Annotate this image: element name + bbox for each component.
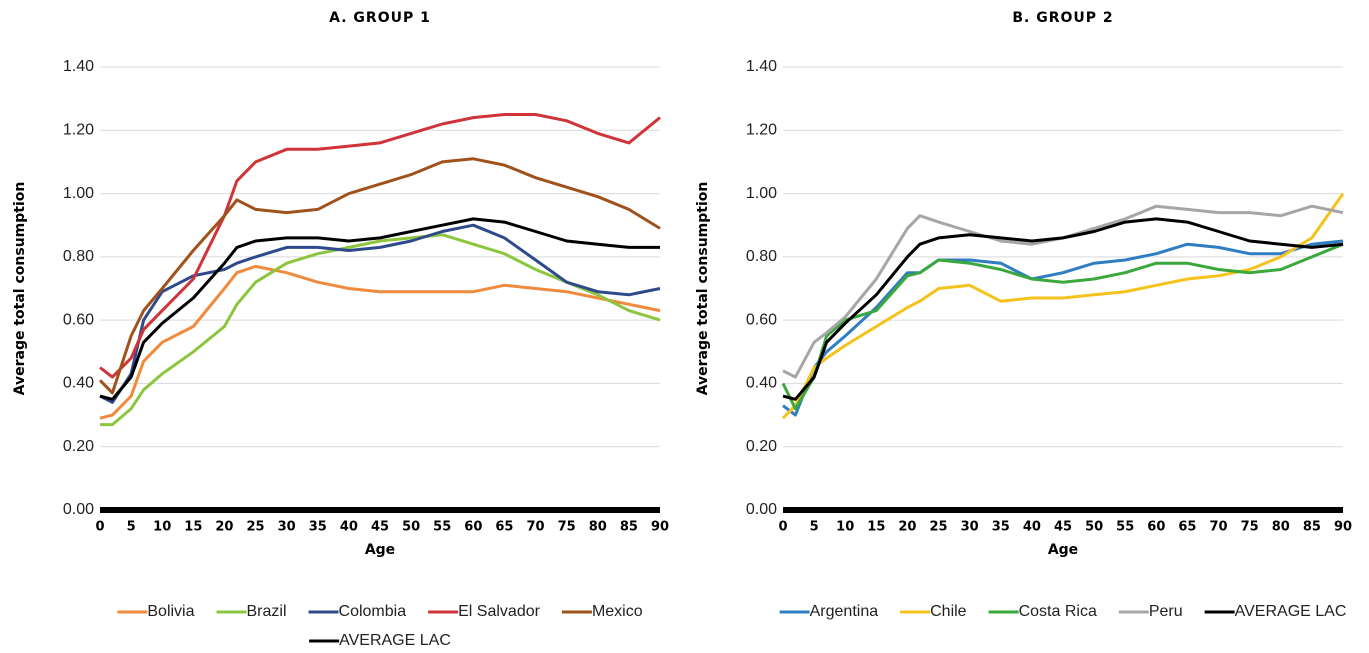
legend-item: El Salvador — [428, 603, 541, 620]
y-axis-label: Average total consumption — [695, 182, 711, 396]
legend-item: Costa Rica — [988, 603, 1097, 620]
x-tick-label: 15 — [184, 520, 202, 535]
line-series — [781, 192, 1345, 420]
x-tick-label: 25 — [247, 520, 265, 535]
x-tick-label: 40 — [340, 520, 358, 535]
x-tick-label: 40 — [1023, 520, 1041, 535]
y-tick-label: 0.80 — [746, 248, 777, 265]
x-tick-label: 50 — [1085, 520, 1103, 535]
legend-item: Peru — [1118, 603, 1183, 620]
line-series — [99, 217, 660, 401]
x-axis-label: Age — [1048, 542, 1078, 558]
legend-item: Brazil — [216, 603, 287, 620]
y-tick-label: 1.20 — [746, 122, 777, 139]
x-tick-label: 85 — [620, 520, 638, 535]
legend-item: Bolivia — [117, 603, 195, 620]
x-tick-label: 60 — [1147, 520, 1165, 535]
x-axis-label: Age — [365, 542, 395, 558]
legend-item: Mexico — [561, 603, 643, 620]
x-tick-label: 30 — [961, 520, 979, 535]
legend-label: AVERAGE LAC — [1235, 603, 1347, 620]
x-tick-label: 65 — [495, 520, 513, 535]
x-tick-label: 15 — [867, 520, 885, 535]
x-tick-label: 20 — [898, 520, 916, 535]
x-tick-label: 75 — [1241, 520, 1259, 535]
line-series — [98, 157, 661, 395]
x-tick-label: 50 — [402, 520, 420, 535]
y-tick-label: 1.40 — [63, 58, 94, 75]
legend-item: Chile — [900, 603, 967, 620]
x-tick-label: 0 — [778, 520, 787, 535]
x-tick-label: 70 — [527, 520, 545, 535]
y-tick-label: 0.60 — [63, 311, 94, 328]
y-tick-label: 0.60 — [746, 311, 777, 328]
chart-title: B. GROUP 2 — [1012, 10, 1113, 26]
legend-label: Brazil — [247, 603, 287, 620]
y-tick-label: 1.00 — [63, 185, 94, 202]
line-series — [100, 233, 661, 427]
y-tick-label: 0.20 — [63, 438, 94, 455]
x-tick-label: 10 — [836, 520, 854, 535]
line-series — [782, 217, 1344, 401]
legend-item: Colombia — [308, 603, 407, 620]
legend-item: AVERAGE LAC — [1204, 603, 1347, 620]
y-tick-label: 1.00 — [746, 185, 777, 202]
x-tick-label: 30 — [278, 520, 296, 535]
x-tick-label: 85 — [1303, 520, 1321, 535]
legend-label: Argentina — [810, 603, 879, 620]
legend-label: Mexico — [592, 603, 643, 620]
y-tick-label: 1.40 — [746, 58, 777, 75]
x-tick-label: 90 — [651, 520, 669, 535]
legend-label: Chile — [930, 603, 967, 620]
x-tick-label: 55 — [1116, 520, 1134, 535]
x-tick-label: 90 — [1334, 520, 1352, 535]
legend-item: Argentina — [779, 603, 879, 620]
y-axis-label: Average total consumption — [12, 182, 28, 396]
legend-label: Colombia — [339, 603, 407, 620]
y-tick-label: 0.20 — [746, 438, 777, 455]
x-tick-label: 25 — [930, 520, 948, 535]
x-tick-label: 80 — [1272, 520, 1290, 535]
line-series — [782, 239, 1344, 417]
legend-item: AVERAGE LAC — [309, 632, 451, 649]
legend-label: AVERAGE LAC — [339, 632, 451, 649]
y-tick-label: 0.80 — [63, 248, 94, 265]
y-tick-label: 0.40 — [746, 375, 777, 392]
x-tick-label: 10 — [153, 520, 171, 535]
legend-label: Bolivia — [147, 603, 194, 620]
line-series — [99, 223, 661, 404]
x-tick-label: 75 — [558, 520, 576, 535]
line-series — [99, 264, 661, 420]
y-tick-label: 0.40 — [63, 375, 94, 392]
chart-title: A. GROUP 1 — [329, 10, 431, 26]
line-series — [781, 242, 1344, 411]
x-tick-label: 70 — [1210, 520, 1228, 535]
legend-label: El Salvador — [458, 603, 540, 620]
x-tick-label: 35 — [309, 520, 327, 535]
line-series — [99, 113, 661, 379]
legend-label: Peru — [1149, 603, 1183, 620]
y-tick-label: 1.20 — [63, 122, 94, 139]
x-tick-label: 45 — [1054, 520, 1072, 535]
x-tick-label: 5 — [127, 520, 136, 535]
x-tick-label: 60 — [464, 520, 482, 535]
legend-label: Costa Rica — [1019, 603, 1097, 620]
x-tick-label: 0 — [95, 520, 104, 535]
y-tick-label: 0.00 — [746, 501, 777, 518]
x-tick-label: 5 — [810, 520, 819, 535]
x-tick-label: 65 — [1178, 520, 1196, 535]
x-tick-label: 55 — [433, 520, 451, 535]
x-tick-label: 80 — [589, 520, 607, 535]
x-tick-label: 35 — [992, 520, 1010, 535]
y-tick-label: 0.00 — [63, 501, 94, 518]
line-series — [782, 204, 1344, 379]
x-tick-label: 45 — [371, 520, 389, 535]
x-tick-label: 20 — [215, 520, 233, 535]
